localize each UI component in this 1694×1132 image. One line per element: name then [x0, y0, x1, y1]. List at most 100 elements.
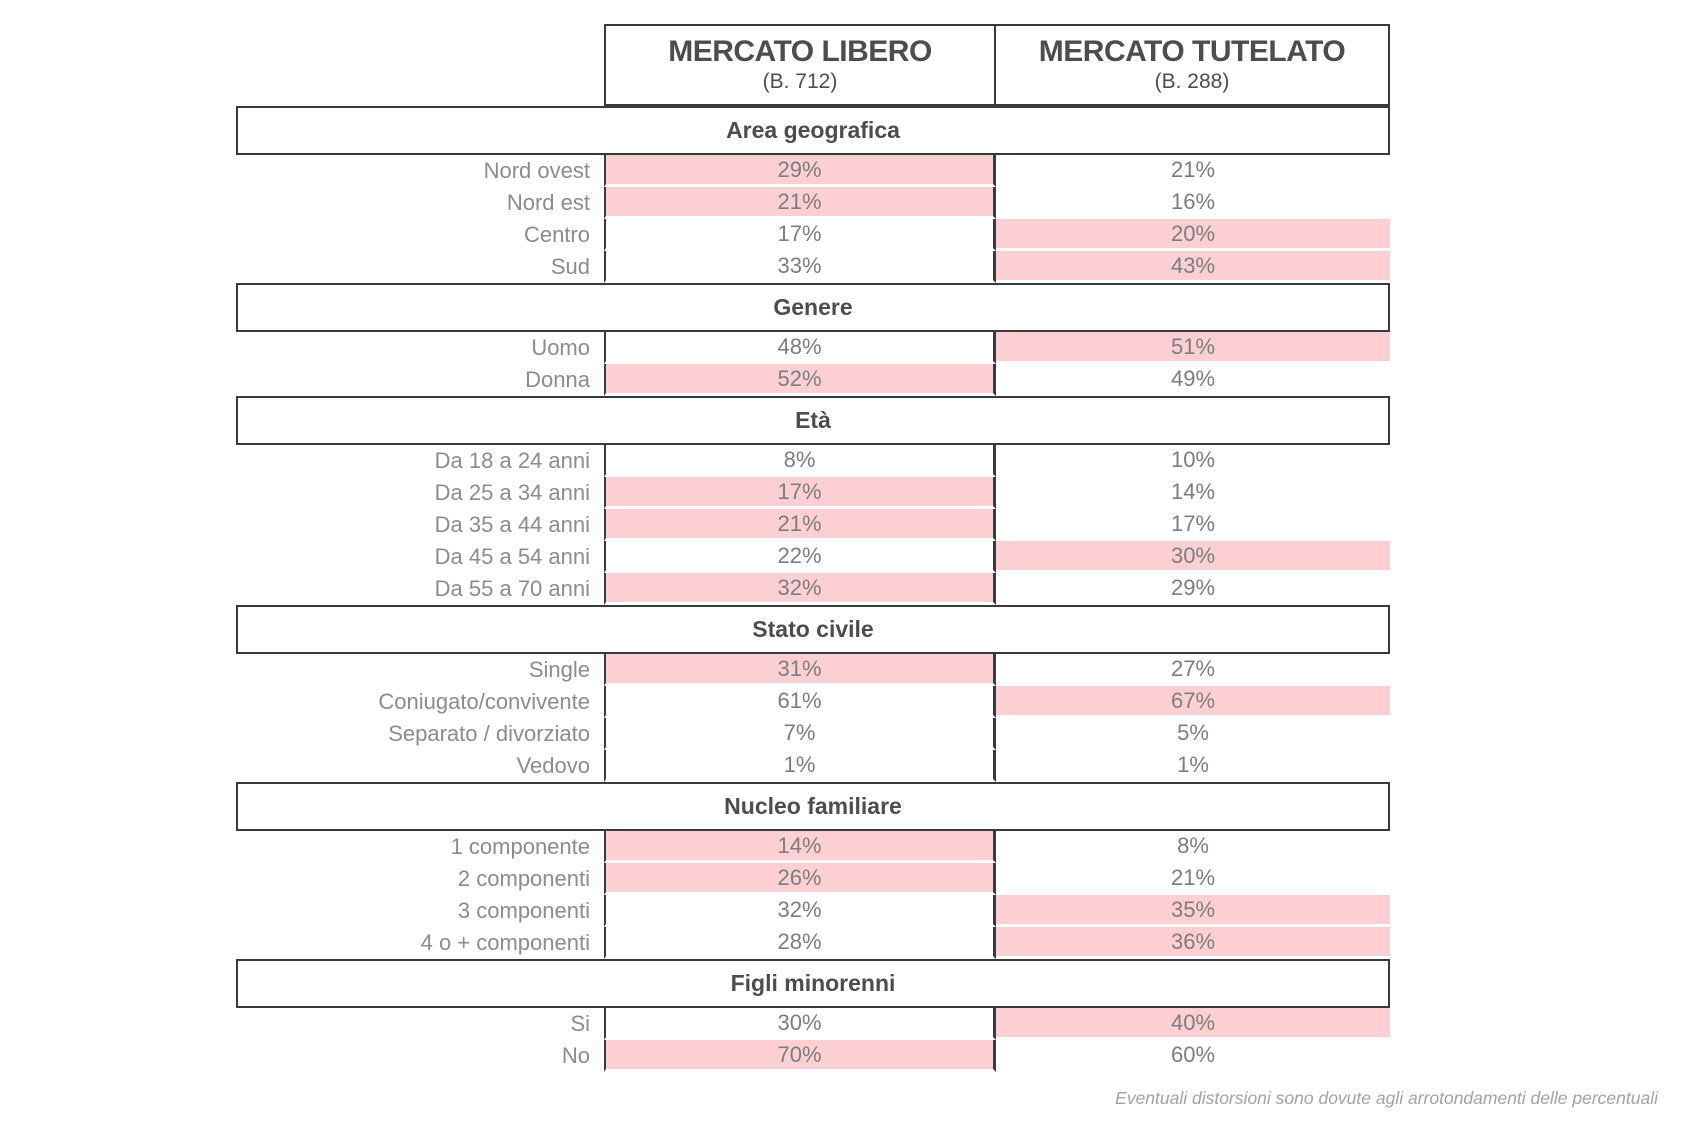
table-row: Centro 17% 20%	[236, 219, 1390, 251]
cell-mercato-tutelato: 17%	[996, 509, 1390, 541]
row-label: 3 componenti	[457, 898, 590, 923]
cell-mercato-libero: 17%	[604, 219, 996, 251]
row-label: Sud	[550, 254, 590, 279]
cell-mercato-libero: 29%	[604, 155, 996, 187]
row-label: 1 componente	[450, 834, 590, 859]
row-label: Da 45 a 54 anni	[434, 544, 590, 569]
row-label: 2 componenti	[457, 866, 590, 891]
table-row: Da 55 a 70 anni 32% 29%	[236, 573, 1390, 605]
row-label: Da 18 a 24 anni	[434, 448, 590, 473]
row-label: Single	[528, 657, 590, 682]
table-row: Single 31% 27%	[236, 654, 1390, 686]
row-label: Coniugato/convivente	[378, 689, 590, 714]
demographics-table: MERCATO LIBERO (B. 712) MERCATO TUTELATO…	[236, 24, 1390, 1072]
cell-mercato-libero: 48%	[604, 332, 996, 364]
cell-mercato-tutelato: 14%	[996, 477, 1390, 509]
row-label: 4 o + componenti	[420, 930, 590, 955]
cell-mercato-tutelato: 21%	[996, 863, 1390, 895]
table-row: Vedovo 1% 1%	[236, 750, 1390, 782]
column-header-mercato-libero: MERCATO LIBERO (B. 712)	[604, 24, 996, 106]
column-header-mercato-tutelato: MERCATO TUTELATO (B. 288)	[996, 24, 1390, 106]
column-base-mercato-libero: (B. 712)	[762, 70, 838, 93]
cell-mercato-tutelato: 29%	[996, 573, 1390, 605]
cell-mercato-libero: 61%	[604, 686, 996, 718]
cell-mercato-tutelato: 8%	[996, 831, 1390, 863]
cell-mercato-libero: 1%	[604, 750, 996, 782]
cell-mercato-libero: 32%	[604, 895, 996, 927]
table-row: 1 componente 14% 8%	[236, 831, 1390, 863]
cell-mercato-tutelato: 49%	[996, 364, 1390, 396]
cell-mercato-tutelato: 27%	[996, 654, 1390, 686]
table-row: Nord ovest 29% 21%	[236, 155, 1390, 187]
table-row: Da 18 a 24 anni 8% 10%	[236, 445, 1390, 477]
cell-mercato-libero: 21%	[604, 509, 996, 541]
cell-mercato-libero: 52%	[604, 364, 996, 396]
table-row: Da 25 a 34 anni 17% 14%	[236, 477, 1390, 509]
cell-mercato-tutelato: 51%	[996, 332, 1390, 364]
cell-mercato-tutelato: 30%	[996, 541, 1390, 573]
cell-mercato-tutelato: 67%	[996, 686, 1390, 718]
table-row: Uomo 48% 51%	[236, 332, 1390, 364]
cell-mercato-libero: 32%	[604, 573, 996, 605]
cell-mercato-libero: 22%	[604, 541, 996, 573]
cell-mercato-libero: 7%	[604, 718, 996, 750]
row-label: Da 55 a 70 anni	[434, 576, 590, 601]
table-row: No 70% 60%	[236, 1040, 1390, 1072]
column-title-mercato-libero: MERCATO LIBERO	[668, 35, 932, 68]
cell-mercato-tutelato: 10%	[996, 445, 1390, 477]
cell-mercato-tutelato: 1%	[996, 750, 1390, 782]
cell-mercato-tutelato: 43%	[996, 251, 1390, 283]
row-label: No	[561, 1043, 590, 1068]
row-label: Nord est	[506, 190, 590, 215]
table-row: Donna 52% 49%	[236, 364, 1390, 396]
table-row: Nord est 21% 16%	[236, 187, 1390, 219]
row-label: Separato / divorziato	[388, 721, 590, 746]
section-header: Genere	[236, 283, 1390, 332]
section-header: Area geografica	[236, 106, 1390, 155]
cell-mercato-libero: 30%	[604, 1008, 996, 1040]
column-title-mercato-tutelato: MERCATO TUTELATO	[1038, 35, 1346, 68]
row-label: Vedovo	[516, 753, 590, 778]
table-body: Area geografica Nord ovest 29% 21% Nord est 2…	[236, 106, 1390, 1072]
row-label: Da 25 a 34 anni	[434, 480, 590, 505]
cell-mercato-libero: 31%	[604, 654, 996, 686]
cell-mercato-tutelato: 35%	[996, 895, 1390, 927]
cell-mercato-libero: 8%	[604, 445, 996, 477]
footnote: Eventuali distorsioni sono dovute agli a…	[1115, 1088, 1658, 1108]
row-label: Uomo	[531, 335, 590, 360]
table-row: Separato / divorziato 7% 5%	[236, 718, 1390, 750]
table-row: Da 45 a 54 anni 22% 30%	[236, 541, 1390, 573]
header-spacer	[236, 24, 604, 106]
cell-mercato-tutelato: 5%	[996, 718, 1390, 750]
table-header-row: MERCATO LIBERO (B. 712) MERCATO TUTELATO…	[236, 24, 1390, 106]
table-row: 4 o + componenti 28% 36%	[236, 927, 1390, 959]
column-base-mercato-tutelato: (B. 288)	[1154, 70, 1230, 93]
cell-mercato-libero: 28%	[604, 927, 996, 959]
cell-mercato-tutelato: 21%	[996, 155, 1390, 187]
section-header: Nucleo familiare	[236, 782, 1390, 831]
section-header: Età	[236, 396, 1390, 445]
table-row: Si 30% 40%	[236, 1008, 1390, 1040]
cell-mercato-tutelato: 36%	[996, 927, 1390, 959]
cell-mercato-libero: 26%	[604, 863, 996, 895]
table-row: 2 componenti 26% 21%	[236, 863, 1390, 895]
row-label: Donna	[525, 367, 590, 392]
cell-mercato-libero: 70%	[604, 1040, 996, 1072]
section-header: Stato civile	[236, 605, 1390, 654]
row-label: Si	[570, 1011, 590, 1036]
table-row: Sud 33% 43%	[236, 251, 1390, 283]
cell-mercato-tutelato: 20%	[996, 219, 1390, 251]
cell-mercato-tutelato: 40%	[996, 1008, 1390, 1040]
cell-mercato-libero: 33%	[604, 251, 996, 283]
row-label: Centro	[523, 222, 590, 247]
row-label: Nord ovest	[483, 158, 590, 183]
cell-mercato-libero: 17%	[604, 477, 996, 509]
row-label: Da 35 a 44 anni	[434, 512, 590, 537]
table-row: Da 35 a 44 anni 21% 17%	[236, 509, 1390, 541]
section-header: Figli minorenni	[236, 959, 1390, 1008]
table-row: 3 componenti 32% 35%	[236, 895, 1390, 927]
table-row: Coniugato/convivente 61% 67%	[236, 686, 1390, 718]
cell-mercato-tutelato: 60%	[996, 1040, 1390, 1072]
cell-mercato-libero: 21%	[604, 187, 996, 219]
cell-mercato-libero: 14%	[604, 831, 996, 863]
